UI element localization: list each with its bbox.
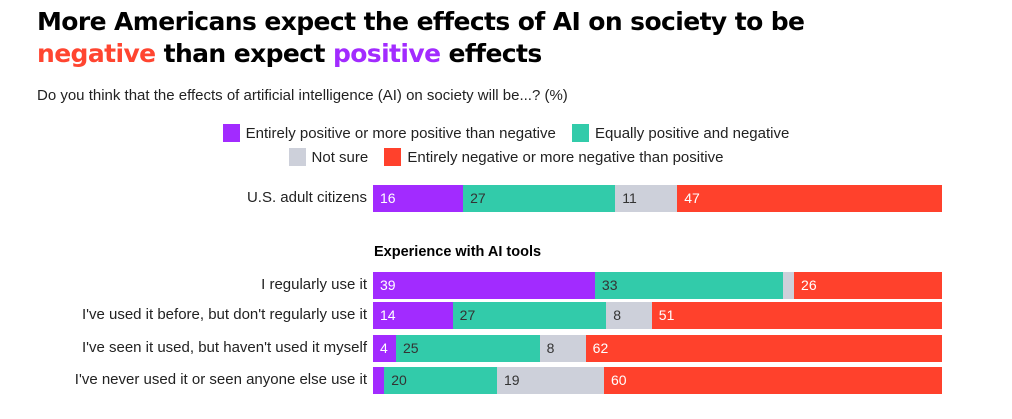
title-negative-word: negative (37, 39, 156, 68)
bar-segment-negative: 62 (585, 335, 942, 362)
data-label: 19 (503, 372, 520, 388)
stacked-bar: 14 27 8 51 (373, 302, 942, 329)
legend-swatch-positive (222, 124, 240, 142)
legend-swatch-not-sure (288, 148, 306, 166)
data-label: 14 (380, 307, 396, 323)
stacked-bar: 20 19 60 (373, 367, 942, 394)
data-label: 27 (459, 307, 476, 323)
row-label: U.S. adult citizens (246, 189, 367, 206)
legend-item-equal: Equally positive and negative (572, 124, 789, 142)
stacked-bar: 16 27 11 47 (373, 185, 942, 212)
data-label: 60 (610, 372, 627, 388)
legend-swatch-negative (384, 148, 402, 166)
title-end: effects (440, 39, 543, 68)
stacked-bar: 39 33 26 (373, 272, 942, 299)
row-label: I've used it before, but don't regularly… (81, 306, 367, 323)
bar-segment-equal: 25 (395, 335, 540, 362)
bar-segment-negative: 47 (677, 185, 942, 212)
data-label: 39 (380, 277, 396, 293)
stacked-bar: 4 25 8 62 (373, 335, 942, 362)
legend-swatch-equal (572, 124, 590, 142)
bar-segment-negative: 26 (794, 272, 942, 299)
bar-segment-equal: 27 (463, 185, 616, 212)
data-label: 51 (658, 307, 675, 323)
legend-row-2: Not sure Entirely negative or more negat… (0, 148, 1012, 170)
title-positive-word: positive (332, 39, 441, 68)
legend-row-1: Entirely positive or more positive than … (0, 124, 1012, 146)
title-mid: than expect (155, 39, 333, 68)
bar-segment-positive: 39 (373, 272, 595, 299)
chart-title: More Americans expect the effects of AI … (37, 6, 997, 70)
data-label: 16 (380, 190, 396, 206)
bar-segment-not-sure (782, 272, 795, 299)
legend-label-not-sure: Not sure (311, 148, 369, 166)
row-label: I've seen it used, but haven't used it m… (81, 339, 367, 356)
data-label: 4 (380, 340, 388, 356)
bar-segment-positive: 4 (373, 335, 396, 362)
bar-segment-positive: 16 (373, 185, 464, 212)
bar-segment-negative: 51 (651, 302, 942, 329)
legend-item-positive: Entirely positive or more positive than … (222, 124, 556, 142)
data-label: 8 (546, 340, 555, 356)
data-label: 26 (801, 277, 817, 293)
bar-segment-positive: 14 (373, 302, 453, 329)
group-heading: Experience with AI tools (374, 244, 542, 260)
bar-segment-equal: 33 (594, 272, 783, 299)
data-label: 11 (622, 190, 637, 206)
data-label: 27 (470, 190, 486, 206)
bar-segment-negative: 60 (603, 367, 942, 394)
bar-segment-equal: 27 (452, 302, 607, 329)
bar-segment-not-sure: 8 (606, 302, 652, 329)
data-label: 47 (684, 190, 700, 206)
bar-segment-equal: 20 (384, 367, 497, 394)
chart-subtitle: Do you think that the effects of artific… (37, 87, 568, 104)
row-label: I regularly use it (261, 276, 367, 293)
data-label: 25 (402, 340, 419, 356)
bar-segment-positive (373, 367, 385, 394)
legend-label-equal: Equally positive and negative (595, 124, 790, 142)
bar-segment-not-sure: 19 (496, 367, 604, 394)
legend-label-negative: Entirely negative or more negative than … (407, 148, 724, 166)
bar-segment-not-sure: 11 (615, 185, 678, 212)
legend-item-negative: Entirely negative or more negative than … (384, 148, 723, 166)
row-label: I've never used it or seen anyone else u… (74, 371, 367, 388)
bar-segment-not-sure: 8 (539, 335, 586, 362)
legend-item-not-sure: Not sure (288, 148, 369, 166)
legend-label-positive: Entirely positive or more positive than … (245, 124, 556, 142)
data-label: 8 (613, 307, 622, 323)
title-line1: More Americans expect the effects of AI … (37, 7, 805, 36)
data-label: 20 (391, 372, 407, 388)
data-label: 33 (601, 277, 618, 293)
data-label: 62 (592, 340, 609, 356)
